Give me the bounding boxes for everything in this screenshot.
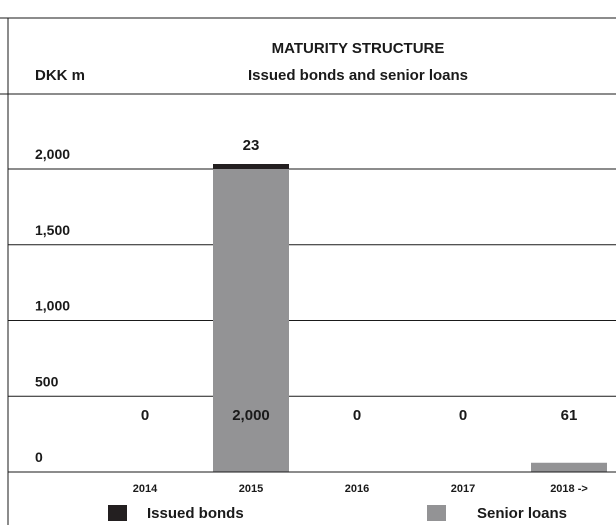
data-labels: 0 2,000 0 0 61 23 [141,137,578,424]
data-label-senior-loans: 0 [141,407,149,424]
gridlines [8,168,616,397]
bar-issued-bonds [213,164,289,169]
legend: Issued bonds Senior loans [108,505,567,522]
x-tick-label: 2015 [239,483,263,495]
legend-label-senior-loans: Senior loans [477,505,567,522]
x-tick-label: 2016 [345,483,369,495]
chart-subtitle: Issued bonds and senior loans [248,67,468,84]
y-tick-labels: 0 500 1,000 1,500 2,000 [35,146,70,465]
x-tick-label: 2018 -> [550,483,588,495]
y-tick-label: 500 [35,373,59,389]
legend-label-issued-bonds: Issued bonds [147,505,244,522]
bar-senior-loans [531,462,607,472]
x-tick-labels: 2014 2015 2016 2017 2018 -> [133,483,588,495]
y-axis-unit-label: DKK m [35,67,85,84]
y-tick-label: 2,000 [35,146,70,162]
data-label-senior-loans: 2,000 [232,407,270,424]
legend-swatch-issued-bonds [108,505,127,521]
data-label-senior-loans: 61 [561,407,578,424]
bar-senior-loans [213,169,289,472]
y-tick-label: 1,000 [35,298,70,314]
chart-title: MATURITY STRUCTURE [272,40,445,57]
data-label-senior-loans: 0 [459,407,467,424]
y-tick-label: 0 [35,449,43,465]
x-tick-label: 2014 [133,483,158,495]
bars [213,164,607,472]
data-label-issued-bonds: 23 [243,137,260,154]
data-label-senior-loans: 0 [353,407,361,424]
legend-swatch-senior-loans [427,505,446,521]
y-tick-label: 1,500 [35,222,70,238]
x-tick-label: 2017 [451,483,475,495]
